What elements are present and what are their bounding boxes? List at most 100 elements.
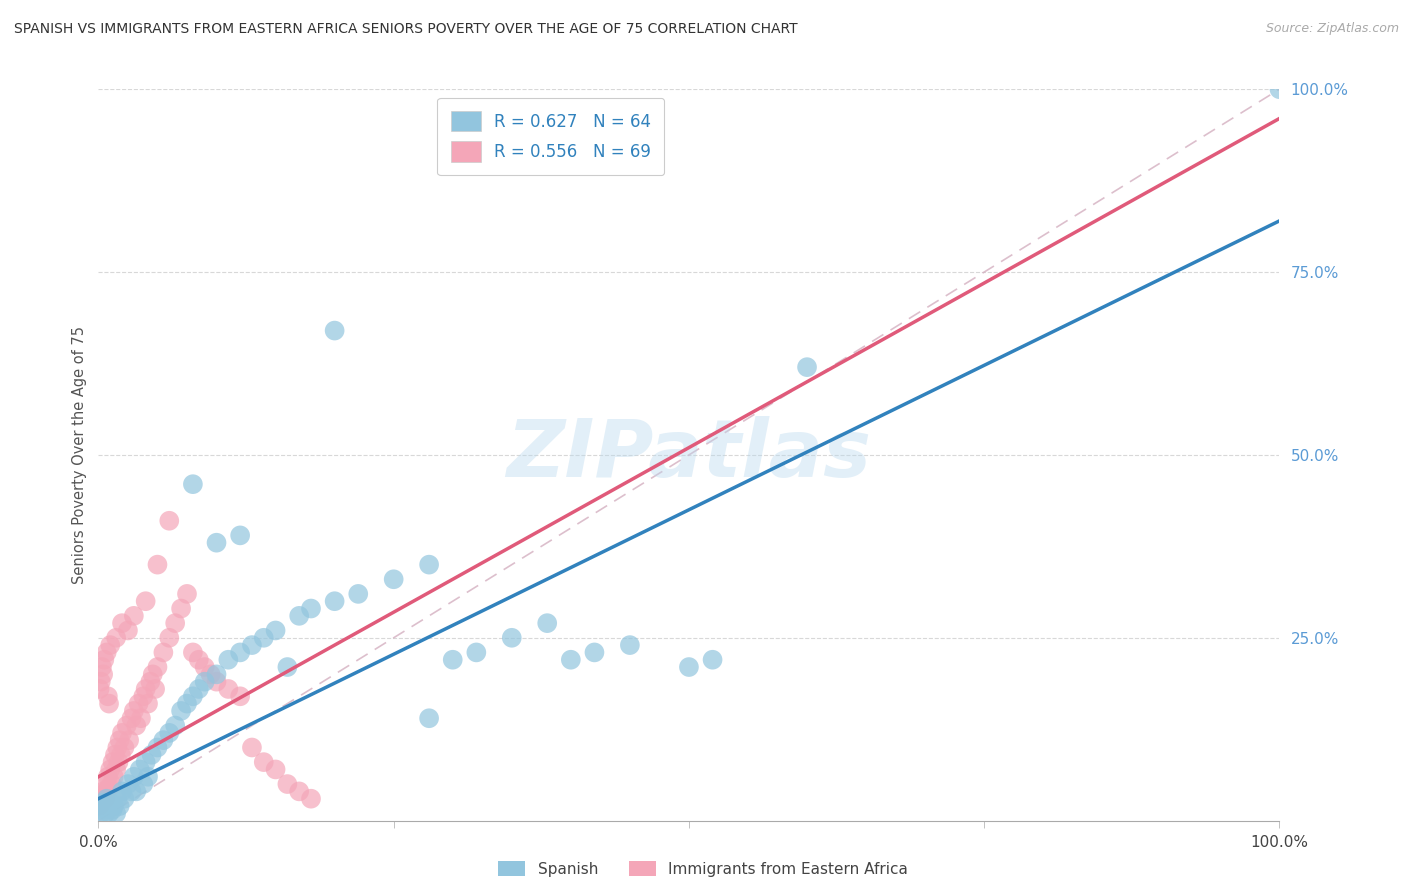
- Point: [176, 697, 198, 711]
- Point: [97, 799, 120, 814]
- Point: [194, 660, 217, 674]
- Point: [136, 697, 159, 711]
- Point: [122, 770, 145, 784]
- Point: [441, 653, 464, 667]
- Point: [91, 803, 114, 817]
- Point: [132, 690, 155, 704]
- Point: [217, 681, 239, 696]
- Point: [122, 704, 145, 718]
- Point: [1268, 82, 1291, 96]
- Point: [90, 791, 112, 805]
- Point: [90, 674, 112, 689]
- Point: [91, 784, 114, 798]
- Point: [115, 718, 138, 732]
- Point: [418, 711, 440, 725]
- Point: [101, 755, 124, 769]
- Point: [288, 608, 311, 623]
- Legend: R = 0.627   N = 64, R = 0.556   N = 69: R = 0.627 N = 64, R = 0.556 N = 69: [437, 97, 665, 175]
- Point: [229, 528, 252, 542]
- Point: [205, 667, 228, 681]
- Point: [240, 740, 263, 755]
- Point: [91, 799, 114, 814]
- Point: [187, 681, 209, 696]
- Point: [418, 558, 440, 572]
- Point: [152, 733, 174, 747]
- Point: [96, 791, 118, 805]
- Point: [96, 784, 118, 798]
- Point: [94, 791, 117, 805]
- Point: [205, 674, 228, 689]
- Point: [117, 624, 139, 638]
- Point: [108, 799, 131, 814]
- Text: Source: ZipAtlas.com: Source: ZipAtlas.com: [1265, 22, 1399, 36]
- Point: [323, 324, 346, 338]
- Y-axis label: Seniors Poverty Over the Age of 75: Seniors Poverty Over the Age of 75: [72, 326, 87, 584]
- Point: [142, 667, 165, 681]
- Point: [217, 653, 239, 667]
- Point: [536, 616, 558, 631]
- Point: [108, 733, 131, 747]
- Point: [98, 796, 121, 810]
- Point: [619, 638, 641, 652]
- Point: [276, 777, 298, 791]
- Point: [91, 660, 114, 674]
- Point: [89, 799, 111, 814]
- Point: [111, 726, 134, 740]
- Point: [181, 690, 204, 704]
- Point: [111, 784, 134, 798]
- Text: SPANISH VS IMMIGRANTS FROM EASTERN AFRICA SENIORS POVERTY OVER THE AGE OF 75 COR: SPANISH VS IMMIGRANTS FROM EASTERN AFRIC…: [14, 22, 797, 37]
- Point: [105, 791, 128, 805]
- Point: [501, 631, 523, 645]
- Point: [98, 697, 121, 711]
- Point: [118, 733, 141, 747]
- Point: [299, 601, 322, 615]
- Point: [110, 747, 132, 762]
- Point: [101, 803, 124, 817]
- Point: [165, 616, 187, 631]
- Point: [176, 587, 198, 601]
- Point: [98, 780, 121, 795]
- Point: [96, 645, 118, 659]
- Point: [139, 674, 162, 689]
- Point: [122, 608, 145, 623]
- Point: [157, 514, 180, 528]
- Point: [229, 645, 252, 659]
- Point: [129, 711, 152, 725]
- Point: [128, 763, 150, 777]
- Point: [105, 740, 128, 755]
- Point: [136, 770, 159, 784]
- Point: [205, 535, 228, 549]
- Point: [288, 784, 311, 798]
- Point: [97, 690, 120, 704]
- Point: [796, 360, 818, 375]
- Point: [93, 777, 115, 791]
- Point: [103, 799, 125, 814]
- Point: [702, 653, 724, 667]
- Point: [89, 799, 111, 814]
- Point: [107, 755, 129, 769]
- Point: [229, 690, 252, 704]
- Point: [165, 718, 187, 732]
- Point: [103, 770, 125, 784]
- Point: [187, 653, 209, 667]
- Point: [264, 763, 287, 777]
- Point: [97, 770, 120, 784]
- Point: [299, 791, 322, 805]
- Point: [170, 601, 193, 615]
- Point: [105, 763, 128, 777]
- Point: [264, 624, 287, 638]
- Point: [146, 558, 169, 572]
- Point: [146, 660, 169, 674]
- Point: [104, 747, 127, 762]
- Point: [91, 667, 114, 681]
- Point: [94, 806, 117, 821]
- Point: [194, 674, 217, 689]
- Point: [128, 697, 150, 711]
- Point: [583, 645, 606, 659]
- Point: [98, 638, 121, 652]
- Point: [152, 645, 174, 659]
- Point: [112, 740, 135, 755]
- Point: [560, 653, 582, 667]
- Point: [93, 796, 115, 810]
- Point: [105, 631, 128, 645]
